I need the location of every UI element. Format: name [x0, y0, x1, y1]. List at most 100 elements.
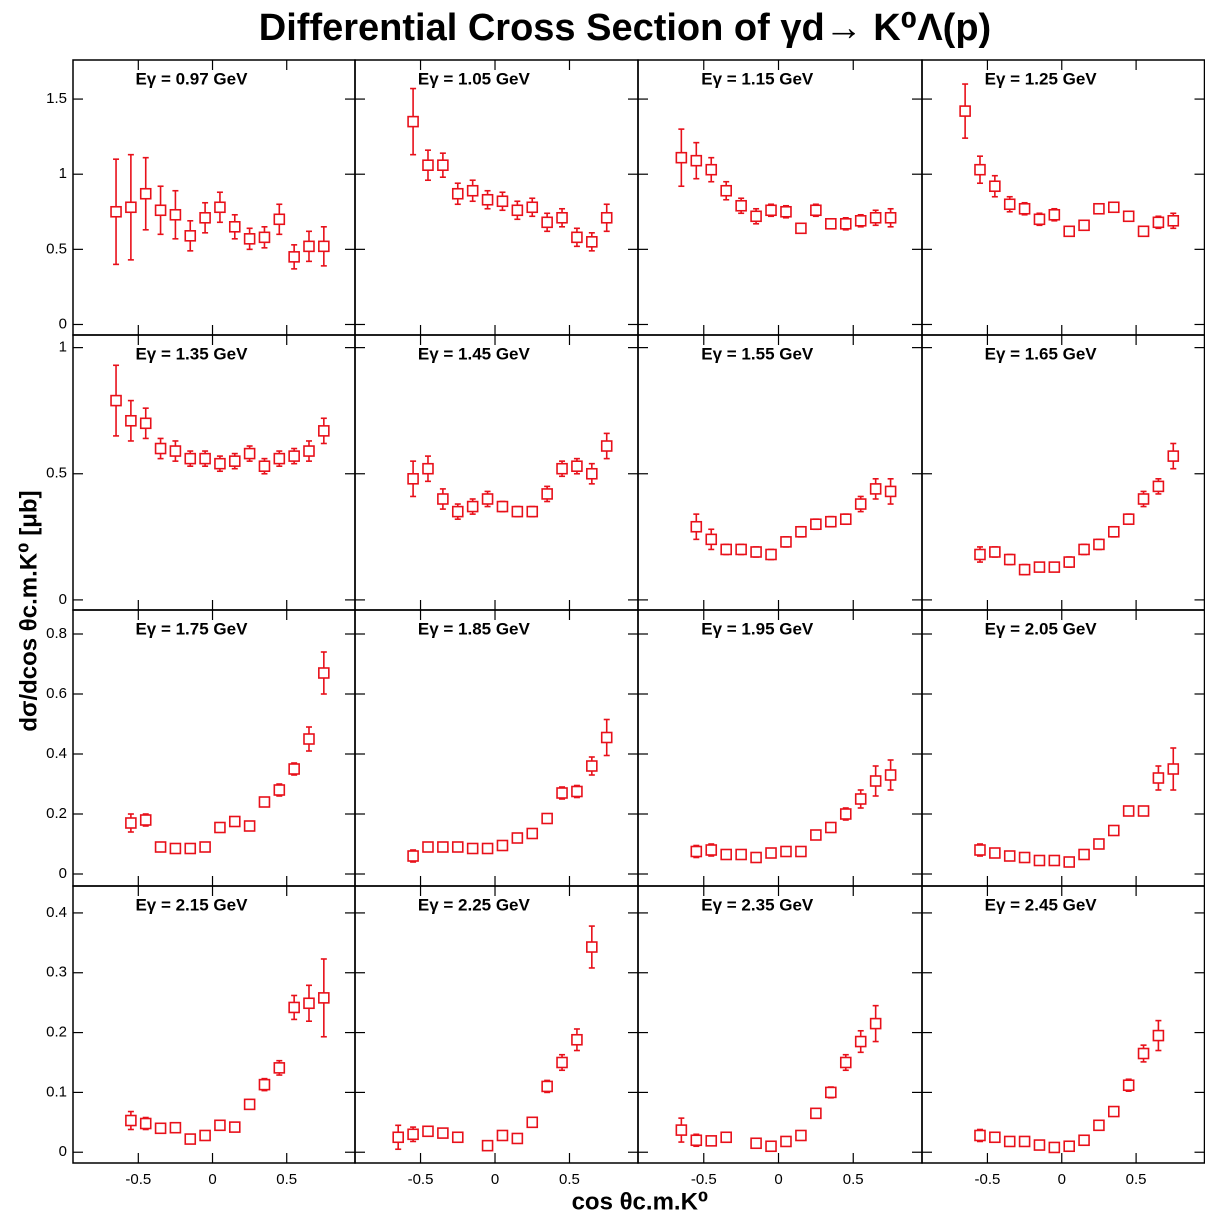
panel: 0 0.5 1 1.5 Eγ = 0.97 GeV — [46, 59, 356, 336]
marker — [526, 827, 539, 840]
marker — [496, 500, 509, 513]
marker — [720, 543, 732, 556]
chart-title: Differential Cross Section of γd→ K⁰Λ(p) — [259, 7, 991, 49]
y-tick-label: 1 — [59, 165, 67, 182]
marker — [422, 841, 434, 853]
marker — [1003, 1135, 1016, 1148]
marker — [1152, 216, 1165, 229]
marker — [810, 518, 822, 531]
marker — [869, 211, 882, 224]
y-tick-label: 0 — [59, 1143, 67, 1160]
y-tick-label: 0.4 — [46, 904, 67, 921]
panel-title: Eγ = 1.75 GeV — [135, 619, 248, 638]
marker — [750, 546, 762, 558]
marker — [511, 505, 524, 518]
marker — [1152, 480, 1165, 493]
panel-frame — [921, 885, 1205, 1164]
y-tick-label: 0 — [59, 315, 67, 332]
panel: Eγ = 1.05 GeV — [354, 59, 639, 336]
marker — [839, 217, 852, 230]
marker — [1108, 824, 1120, 837]
marker — [839, 513, 852, 525]
marker — [139, 1117, 152, 1130]
marker — [318, 667, 330, 679]
marker — [1093, 838, 1105, 850]
marker — [974, 1129, 986, 1142]
marker — [1122, 1079, 1135, 1092]
marker — [154, 442, 167, 455]
marker — [1093, 202, 1105, 215]
panel: Eγ = 1.95 GeV — [637, 609, 923, 887]
marker — [735, 543, 747, 556]
marker — [184, 1133, 197, 1145]
marker — [586, 467, 598, 480]
marker — [735, 199, 747, 212]
panel: Eγ = 1.15 GeV — [637, 59, 923, 336]
marker — [974, 163, 986, 176]
marker — [169, 842, 182, 855]
marker — [1033, 1139, 1046, 1151]
x-tick-label: 0.5 — [559, 1171, 580, 1188]
panel-title: Eγ = 2.15 GeV — [135, 895, 248, 914]
marker — [1078, 848, 1090, 861]
marker — [125, 817, 137, 829]
panel-title: Eγ = 0.97 GeV — [135, 69, 248, 88]
marker — [571, 785, 583, 798]
marker — [705, 163, 718, 176]
marker — [571, 1033, 583, 1046]
panel-frame — [637, 59, 923, 336]
marker — [243, 1098, 256, 1111]
y-tick-label: 0 — [59, 591, 67, 608]
marker — [1003, 198, 1016, 211]
marker — [169, 445, 182, 457]
marker — [139, 417, 152, 430]
marker — [258, 231, 271, 244]
panel: Eγ = 1.85 GeV — [354, 609, 639, 887]
panel: Eγ = 1.45 GeV — [354, 334, 639, 611]
marker — [571, 460, 583, 472]
marker — [288, 1001, 300, 1014]
marker — [511, 832, 524, 844]
marker — [526, 201, 539, 214]
marker — [1152, 772, 1165, 784]
marker — [318, 240, 330, 253]
marker — [825, 1086, 837, 1099]
marker — [407, 115, 419, 128]
marker — [422, 1125, 434, 1138]
marker — [1018, 1135, 1031, 1148]
marker — [318, 425, 330, 437]
marker — [437, 841, 449, 853]
marker — [1063, 556, 1075, 568]
marker — [392, 1131, 404, 1144]
panel: 0 0.5 1 Eγ = 1.35 GeV — [46, 334, 356, 611]
marker — [690, 520, 703, 533]
marker — [765, 204, 777, 217]
marker — [407, 850, 419, 862]
panel-title: Eγ = 1.65 GeV — [985, 344, 1098, 363]
x-tick-label: 0 — [1058, 1171, 1066, 1188]
marker — [600, 440, 613, 452]
panel: -0.5 0 0.5 Eγ = 2.35 GeV — [637, 885, 923, 1188]
marker — [303, 733, 315, 745]
panel-title: Eγ = 1.95 GeV — [701, 619, 814, 638]
panel-title: Eγ = 1.25 GeV — [985, 69, 1098, 88]
x-tick-label: -0.5 — [691, 1171, 717, 1188]
marker — [1167, 214, 1180, 227]
marker — [1018, 202, 1031, 215]
panel: 0 0.1 0.2 0.3 0.4 -0.5 0 0.5 Eγ = 2.15 GeV — [46, 885, 356, 1188]
marker — [243, 447, 256, 460]
marker — [169, 1121, 182, 1134]
marker — [989, 180, 1001, 193]
marker — [303, 240, 315, 253]
marker — [884, 769, 897, 781]
marker — [243, 820, 256, 832]
marker — [154, 204, 167, 217]
marker — [1063, 856, 1075, 868]
marker — [571, 231, 583, 244]
x-tick-label: 0 — [491, 1171, 499, 1188]
marker — [854, 498, 867, 510]
marker — [839, 1056, 852, 1069]
panel-title: Eγ = 1.35 GeV — [135, 344, 248, 363]
marker — [125, 1114, 137, 1127]
marker — [556, 787, 568, 799]
